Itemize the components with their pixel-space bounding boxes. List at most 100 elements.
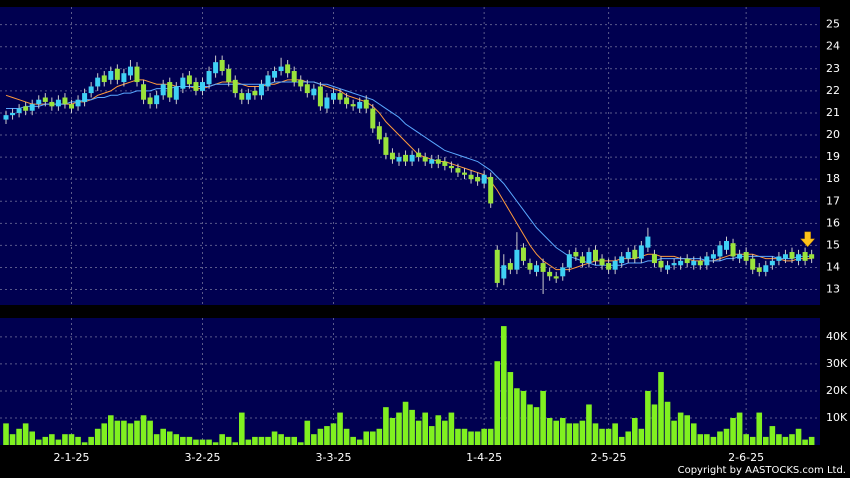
volume-bar [599, 428, 605, 445]
volume-bar [468, 431, 474, 445]
volume-bar [101, 423, 108, 445]
candle-body [625, 252, 631, 259]
volume-bar [350, 436, 356, 445]
candle-body [344, 97, 350, 105]
volume-bar [442, 420, 448, 445]
moving-average-line [6, 81, 812, 266]
candle-body [691, 260, 697, 266]
candle-body [756, 267, 762, 272]
volume-bar [514, 388, 520, 445]
volume-bar [573, 423, 579, 445]
volume-bar [49, 434, 55, 445]
volume-bar [291, 436, 297, 445]
volume-bar [664, 401, 671, 445]
volume-bar [651, 404, 658, 445]
candle-body [534, 265, 540, 272]
candle-body [376, 126, 382, 140]
candle-body [403, 154, 409, 162]
volume-bar [494, 361, 501, 445]
volume-bar [566, 423, 573, 445]
candle-body [127, 66, 133, 76]
candle-body [363, 99, 369, 109]
candle-body [494, 249, 500, 283]
candle-body [606, 263, 612, 270]
candle-body [573, 252, 579, 257]
candle-body [665, 265, 671, 270]
y-tick-label: 25 [826, 18, 840, 31]
volume-bar [618, 436, 625, 445]
candle-body [180, 77, 186, 89]
volume-bar [677, 412, 684, 445]
candle-body [488, 176, 494, 204]
candle-body [560, 267, 566, 277]
volume-bar [802, 439, 808, 445]
volume-bar [29, 431, 35, 445]
candle-body [776, 256, 782, 261]
volume-bar [730, 417, 736, 445]
candle-body [101, 75, 107, 83]
volume-bar [160, 428, 166, 445]
volume-bar [422, 412, 428, 445]
x-tick-label: 3-2-25 [185, 451, 221, 464]
candle-body [769, 260, 775, 266]
candle-body [468, 174, 474, 180]
candle-body [304, 84, 310, 94]
latest-arrow [800, 231, 816, 248]
volume-bar [311, 434, 317, 445]
moving-average-line [5, 79, 812, 271]
volume-bar [527, 404, 533, 445]
candle-body [75, 99, 81, 107]
volume-bar [396, 412, 402, 445]
volume-bar [166, 431, 173, 445]
y-tick-label: 21 [826, 106, 840, 119]
candle-body [82, 93, 88, 102]
x-tick-label: 1-4-25 [466, 451, 502, 464]
volume-bar [356, 439, 363, 445]
candle-body [173, 86, 179, 100]
volume-bar [723, 428, 730, 445]
volume-bar [114, 420, 121, 445]
volume-bar [219, 434, 225, 445]
candle-body [501, 265, 507, 279]
candle-body [167, 82, 173, 98]
volume-bar [271, 431, 278, 445]
candle-body [462, 172, 467, 175]
candle-body [311, 88, 317, 96]
candle-body [593, 249, 598, 261]
volume-bar [625, 431, 632, 445]
candle-body [36, 99, 42, 105]
volume-bar [94, 428, 101, 445]
candle-body [684, 258, 690, 264]
volume-bar [180, 436, 186, 445]
volume-bar [212, 442, 219, 445]
volume-bar [127, 423, 134, 445]
volume-bar [795, 428, 802, 445]
volume-bar [533, 407, 540, 445]
candle-body [763, 265, 769, 272]
volume-bar [147, 420, 153, 445]
volume-bar [68, 434, 75, 445]
candle-body [579, 256, 585, 264]
volume-bar [717, 431, 723, 445]
x-tick-label: 3-3-25 [316, 451, 352, 464]
volume-bar [317, 428, 324, 445]
candle-body [62, 97, 68, 105]
volume-bar [808, 436, 815, 445]
volume-bar [559, 417, 566, 445]
volume-bar [605, 428, 612, 445]
candle-body [750, 258, 756, 270]
candle-body [507, 263, 513, 270]
volume-bar [153, 434, 160, 445]
candle-body [114, 68, 120, 80]
candle-body [586, 252, 592, 264]
volume-bar [481, 428, 487, 445]
volume-bar [645, 390, 651, 445]
candle-body [514, 249, 520, 270]
volume-bar [343, 428, 350, 445]
candle-body [55, 99, 61, 107]
volume-bar [297, 442, 304, 445]
copyright: Copyright by AASTOCKS.com Ltd. [678, 465, 846, 476]
x-tick-label: 2-1-25 [54, 451, 90, 464]
volume-bar [402, 401, 409, 445]
